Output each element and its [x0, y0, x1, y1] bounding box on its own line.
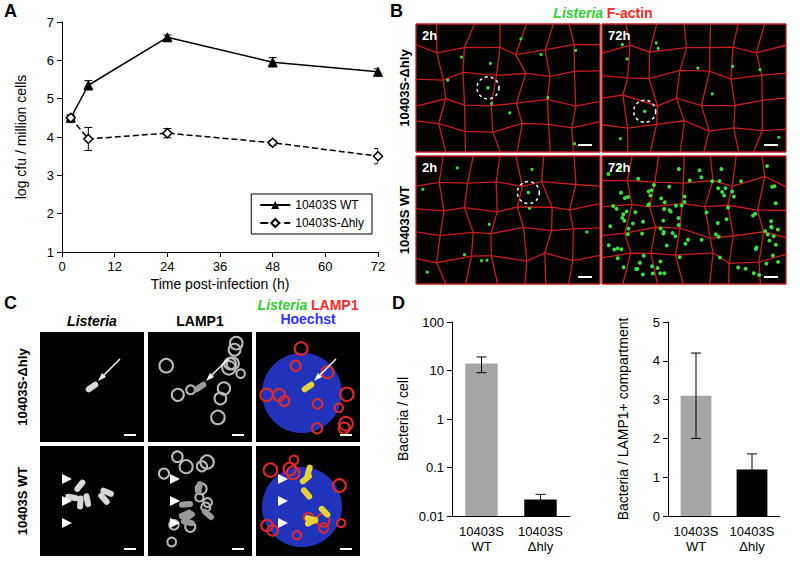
svg-text:10: 10	[430, 363, 444, 378]
svg-text:C: C	[4, 293, 17, 313]
svg-text:10403S-Δhly: 10403S-Δhly	[295, 216, 364, 230]
svg-text:24: 24	[160, 259, 174, 274]
svg-text:12: 12	[107, 259, 121, 274]
svg-text:10403S: 10403S	[518, 524, 563, 539]
svg-text:1: 1	[437, 412, 444, 427]
svg-text:10403S WT: 10403S WT	[295, 198, 359, 212]
svg-text:Δhly: Δhly	[739, 539, 765, 554]
svg-text:3: 3	[653, 392, 660, 407]
svg-text:72h: 72h	[608, 160, 630, 175]
svg-text:10403S WT: 10403S WT	[15, 467, 30, 536]
svg-text:10403S: 10403S	[459, 524, 504, 539]
svg-text:Time post-infection (h): Time post-infection (h)	[151, 276, 290, 292]
svg-text:10403S-Δhly: 10403S-Δhly	[397, 49, 412, 127]
svg-text:36: 36	[213, 259, 227, 274]
svg-text:Bacteria / cell: Bacteria / cell	[395, 377, 411, 461]
svg-text:5: 5	[47, 91, 54, 106]
svg-text:0.01: 0.01	[419, 509, 444, 524]
svg-text:Δhly: Δhly	[528, 539, 554, 554]
svg-text:Bacteria / LAMP1+ compartment: Bacteria / LAMP1+ compartment	[615, 318, 631, 521]
svg-text:48: 48	[265, 259, 279, 274]
svg-text:4: 4	[47, 130, 54, 145]
svg-text:10403S-Δhly: 10403S-Δhly	[15, 348, 30, 426]
svg-text:4: 4	[653, 353, 660, 368]
svg-text:F-actin: F-actin	[607, 5, 653, 21]
svg-text:2h: 2h	[422, 160, 437, 175]
svg-text:0.1: 0.1	[426, 460, 444, 475]
svg-text:A: A	[4, 1, 17, 21]
svg-text:6: 6	[47, 53, 54, 68]
svg-text:log cfu / million cells: log cfu / million cells	[13, 75, 29, 200]
svg-text:0: 0	[653, 509, 660, 524]
svg-text:WT: WT	[686, 539, 706, 554]
svg-text:72h: 72h	[608, 28, 630, 43]
svg-text:10403S: 10403S	[730, 524, 775, 539]
svg-text:Listeria: Listeria	[553, 5, 603, 21]
svg-text:2: 2	[653, 431, 660, 446]
svg-text:1: 1	[47, 245, 54, 260]
svg-text:10403S WT: 10403S WT	[397, 186, 412, 255]
svg-text:Hoechst: Hoechst	[280, 311, 336, 327]
svg-text:2h: 2h	[422, 28, 437, 43]
svg-text:2: 2	[47, 206, 54, 221]
svg-text:100: 100	[422, 315, 444, 330]
svg-text:3: 3	[47, 168, 54, 183]
svg-text:72: 72	[371, 259, 385, 274]
html-text:Listeria LAMP1: Listeria LAMP1	[257, 297, 359, 313]
svg-text:0: 0	[58, 259, 65, 274]
svg-text:5: 5	[653, 315, 660, 330]
svg-text:D: D	[392, 293, 405, 313]
svg-text:7: 7	[47, 15, 54, 30]
svg-text:10403S: 10403S	[674, 524, 719, 539]
svg-text:1: 1	[653, 470, 660, 485]
svg-text:WT: WT	[471, 539, 491, 554]
svg-text:Listeria: Listeria	[67, 313, 117, 329]
svg-text:B: B	[390, 1, 403, 21]
svg-text:LAMP1: LAMP1	[176, 313, 224, 329]
svg-text:60: 60	[318, 259, 332, 274]
